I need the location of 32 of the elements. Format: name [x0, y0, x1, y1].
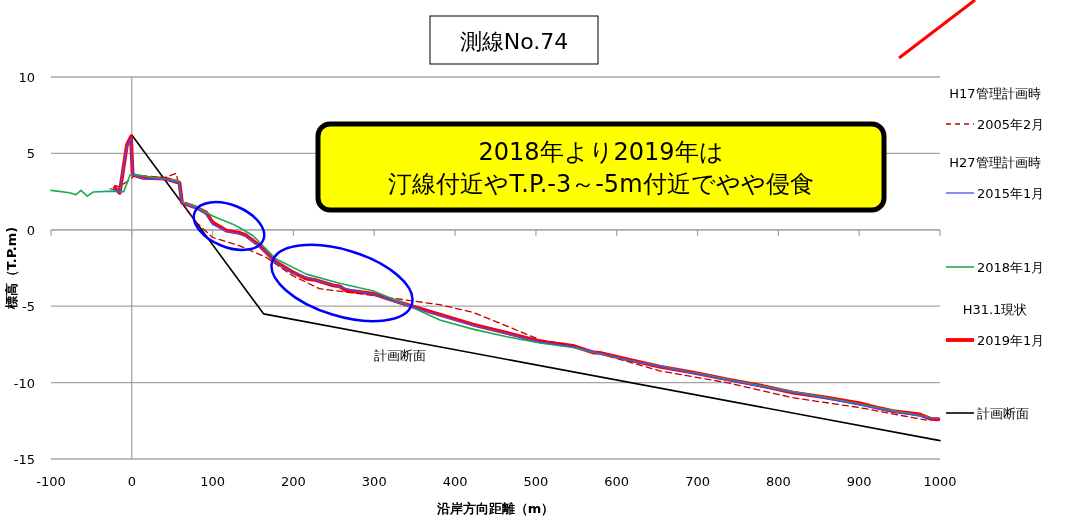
legend-label: 2019年1月: [977, 333, 1045, 348]
annotation: 汀線付近やT.P.-3～-5m付近でやや侵食: [388, 170, 814, 198]
y-tick-label: -10: [13, 375, 35, 391]
x-tick-label: 0: [127, 474, 136, 489]
x-tick-label: 100: [200, 474, 226, 489]
legend-label: 2018年1月: [977, 260, 1045, 275]
y-tick-label: -15: [13, 452, 35, 467]
annotation: 2018年より2019年は: [478, 138, 724, 166]
y-tick-label: 0: [26, 222, 35, 238]
x-tick-label: -100: [36, 474, 66, 489]
x-axis-title: 沿岸方向距離（m）: [435, 501, 555, 516]
text: H27管理計画時: [949, 155, 1041, 170]
x-tick-label: 400: [442, 474, 468, 489]
legend-label: 計画断面: [977, 406, 1029, 421]
x-tick-label: 700: [685, 474, 710, 489]
y-axis-title: 標高（T.P.m): [4, 226, 19, 311]
annotation: 計画断面: [374, 348, 426, 363]
y-tick-label: -5: [22, 299, 35, 315]
legend-label: 2005年2月: [977, 117, 1045, 132]
x-tick-label: 500: [523, 474, 549, 489]
x-tick-label: 1000: [923, 474, 957, 489]
x-tick-label: 300: [361, 474, 387, 489]
text: H17管理計画時: [949, 86, 1041, 101]
text: H31.1現状: [962, 302, 1028, 317]
x-tick-label: 800: [765, 474, 791, 489]
y-tick-label: 5: [26, 146, 35, 162]
x-tick-label: 600: [604, 474, 630, 489]
y-tick-label: 10: [18, 70, 35, 85]
x-tick-label: 200: [281, 474, 306, 489]
legend-label: 2015年1月: [977, 186, 1045, 201]
chart-title: 測線No.74: [459, 29, 569, 54]
x-tick-label: 900: [846, 474, 872, 489]
